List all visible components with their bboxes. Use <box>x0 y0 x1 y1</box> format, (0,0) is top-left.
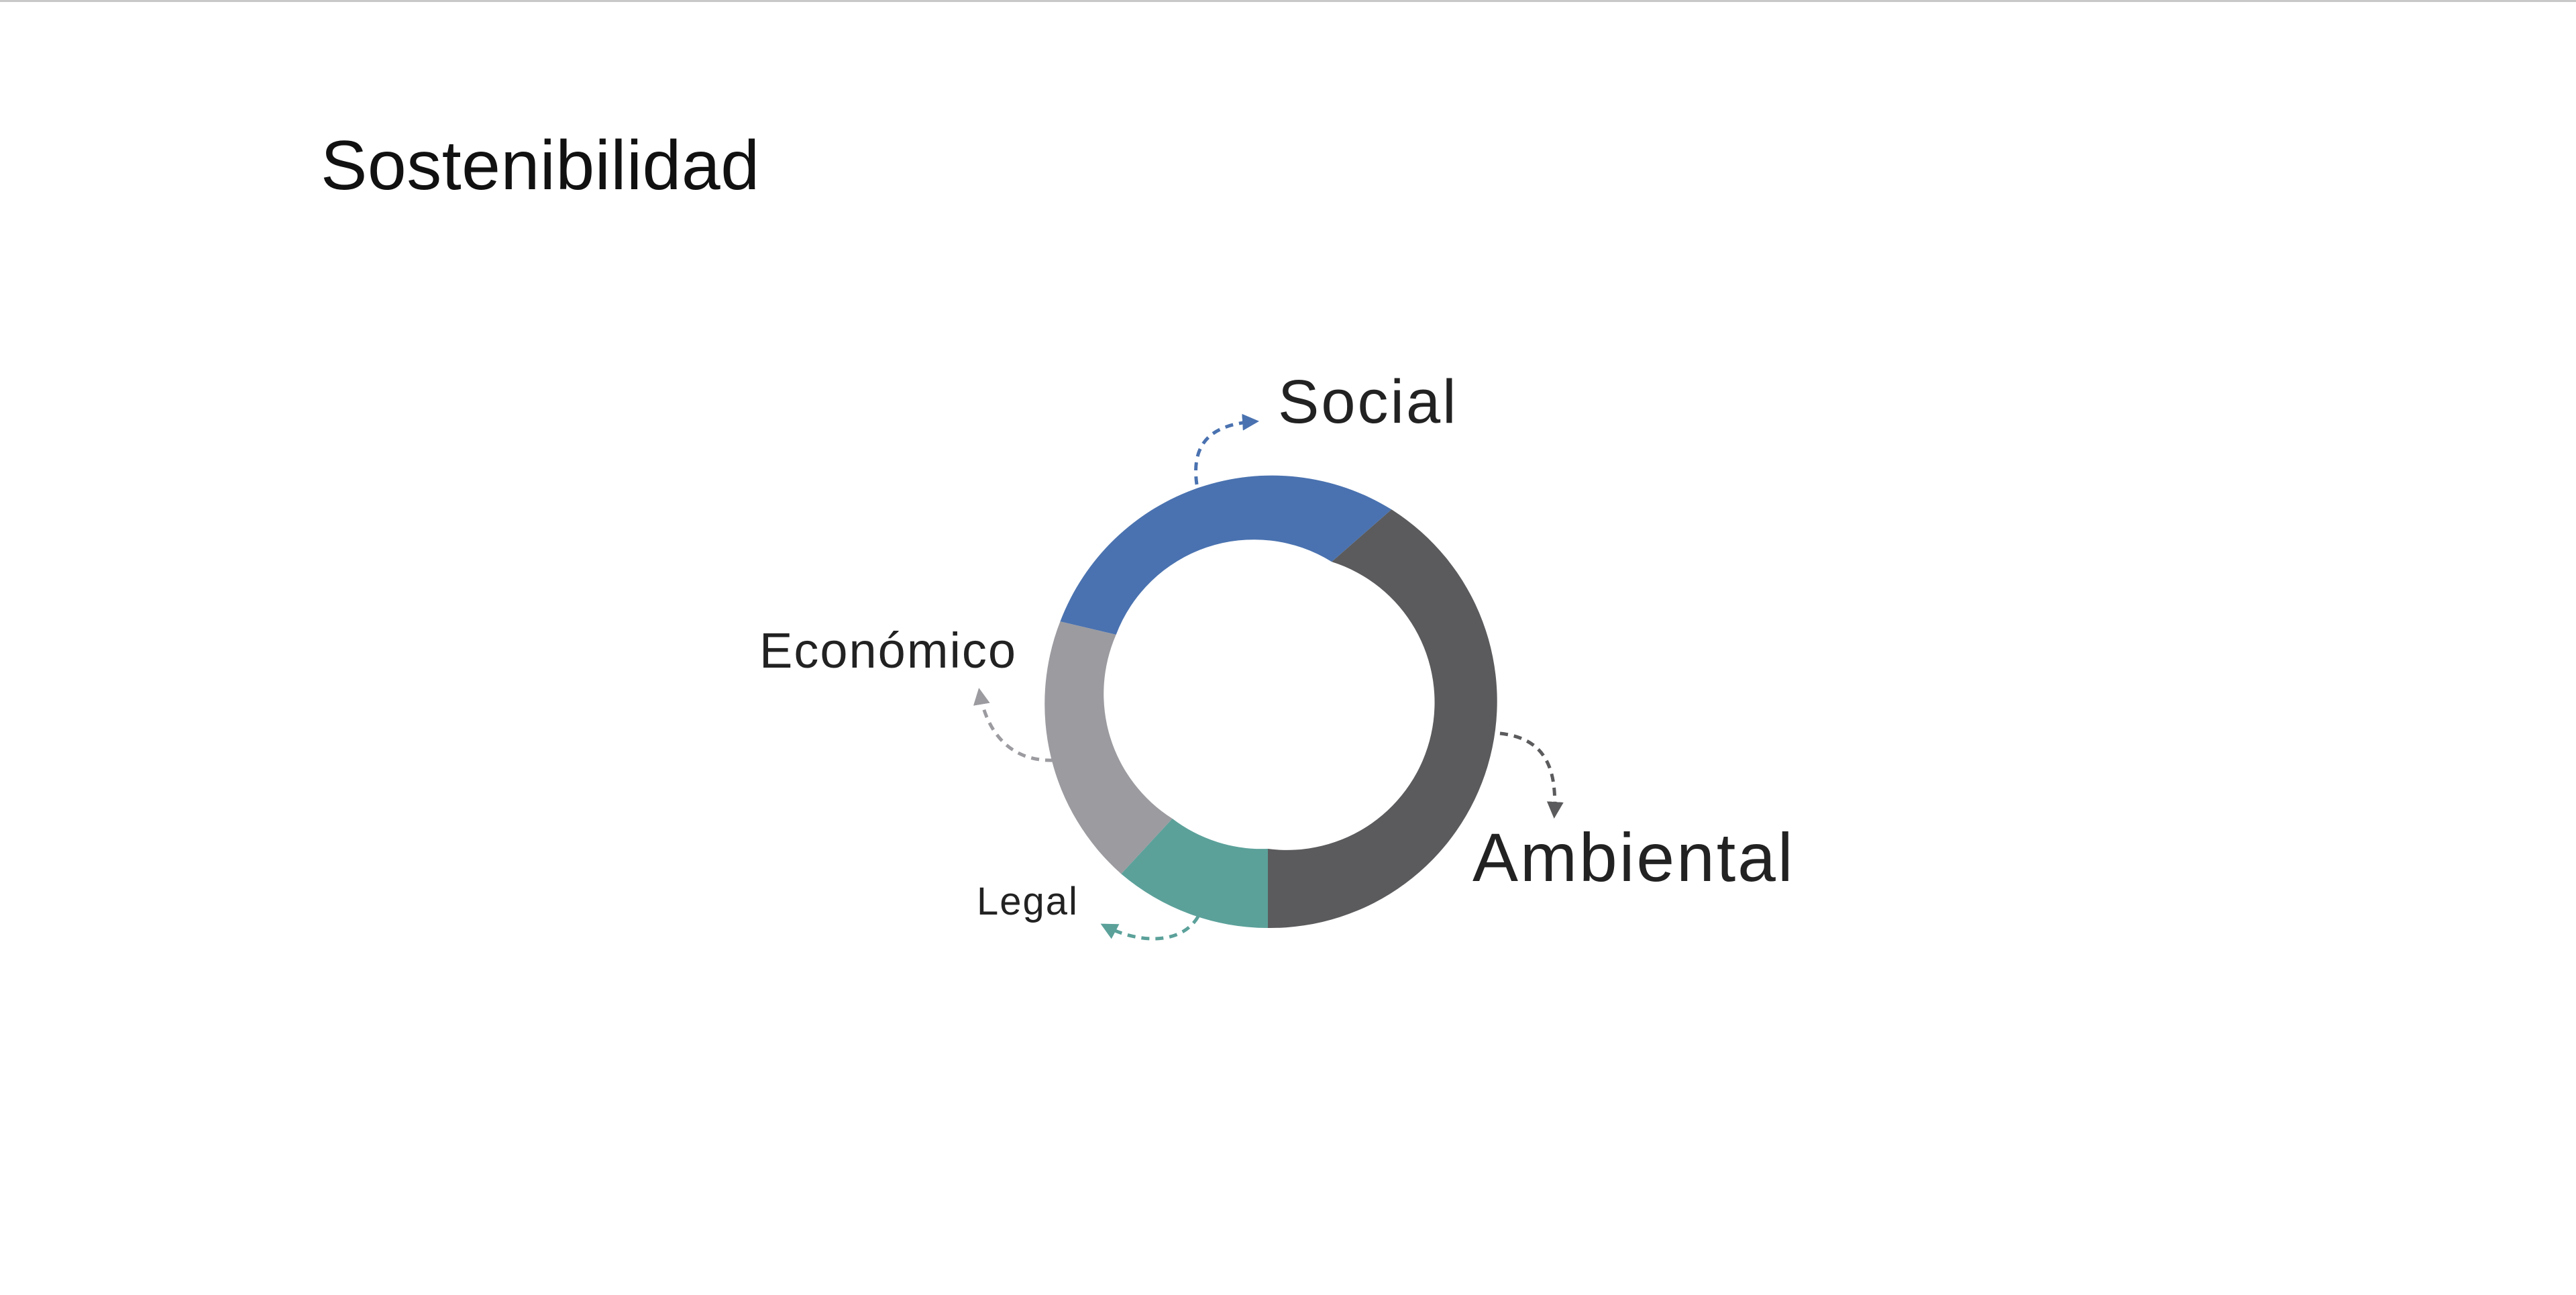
connector-arrow-economico <box>973 688 1054 762</box>
label-social: Social <box>1278 368 1458 436</box>
label-legal: Legal <box>977 880 1079 923</box>
ring-segment-legal <box>1121 819 1268 928</box>
page-title: Sostenibilidad <box>321 127 760 205</box>
connector-arrow-legal <box>1100 915 1200 941</box>
label-economico: Económico <box>759 623 1017 678</box>
ring-segment-ambiental <box>1268 509 1497 929</box>
ring-segment-economico <box>1044 621 1173 874</box>
label-ambiental: Ambiental <box>1472 819 1795 896</box>
connector-arrow-ambiental <box>1499 731 1564 819</box>
ring-segment-social <box>1060 475 1392 635</box>
connector-arrow-social <box>1194 413 1259 485</box>
top-divider <box>0 0 2576 2</box>
